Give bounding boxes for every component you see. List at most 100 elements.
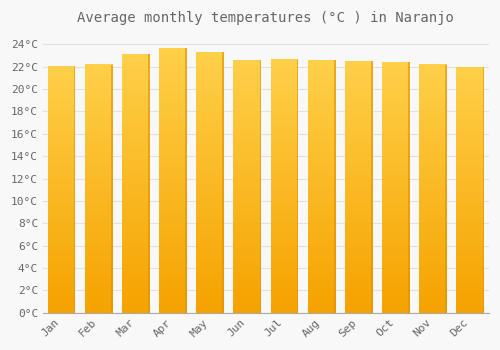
Bar — [196, 271, 224, 274]
Bar — [196, 114, 224, 117]
Bar — [159, 260, 187, 262]
Bar — [419, 310, 447, 313]
Bar — [345, 147, 373, 149]
Bar — [159, 151, 187, 154]
Bar — [419, 121, 447, 124]
Bar — [382, 85, 410, 87]
Bar — [85, 178, 112, 181]
Bar — [345, 255, 373, 257]
Bar — [419, 191, 447, 194]
Bar — [48, 310, 76, 313]
Bar — [122, 248, 150, 251]
Bar — [456, 236, 484, 239]
Bar — [419, 198, 447, 201]
Bar — [85, 67, 112, 70]
Bar — [270, 61, 298, 64]
Bar — [85, 226, 112, 228]
Bar — [196, 224, 224, 227]
Bar — [382, 127, 410, 130]
Bar — [85, 221, 112, 223]
Bar — [419, 275, 447, 278]
Bar — [234, 206, 262, 209]
Bar — [159, 77, 187, 79]
Bar — [196, 164, 224, 167]
Bar — [270, 264, 298, 267]
Bar — [308, 128, 336, 131]
Bar — [48, 189, 76, 191]
Bar — [85, 273, 112, 275]
Bar — [345, 74, 373, 76]
Bar — [48, 83, 76, 85]
Bar — [48, 258, 76, 261]
Bar — [122, 279, 150, 282]
Bar — [345, 227, 373, 230]
Bar — [222, 52, 224, 313]
Bar — [308, 254, 336, 257]
Bar — [159, 48, 187, 50]
Bar — [122, 155, 150, 158]
Bar — [196, 143, 224, 146]
Bar — [419, 233, 447, 236]
Bar — [456, 266, 484, 268]
Bar — [308, 171, 336, 174]
Bar — [122, 173, 150, 176]
Bar — [482, 67, 484, 313]
Bar — [419, 263, 447, 266]
Bar — [48, 275, 76, 278]
Bar — [196, 245, 224, 247]
Bar — [419, 201, 447, 203]
Bar — [122, 232, 150, 235]
Bar — [48, 182, 76, 184]
Bar — [382, 280, 410, 282]
Bar — [270, 214, 298, 216]
Bar — [196, 120, 224, 122]
Bar — [159, 289, 187, 292]
Bar — [270, 115, 298, 117]
Bar — [159, 74, 187, 77]
Bar — [196, 226, 224, 229]
Bar — [419, 169, 447, 171]
Bar — [382, 112, 410, 115]
Bar — [382, 155, 410, 158]
Bar — [196, 302, 224, 305]
Bar — [419, 107, 447, 109]
Bar — [234, 136, 262, 138]
Bar — [270, 206, 298, 209]
Bar — [196, 188, 224, 190]
Bar — [456, 290, 484, 293]
Bar — [85, 77, 112, 79]
Bar — [345, 222, 373, 225]
Bar — [419, 144, 447, 146]
Bar — [308, 204, 336, 206]
Bar — [196, 110, 224, 112]
Bar — [382, 175, 410, 177]
Bar — [456, 248, 484, 251]
Bar — [270, 94, 298, 97]
Bar — [234, 62, 262, 65]
Bar — [234, 282, 262, 285]
Bar — [308, 72, 336, 75]
Bar — [345, 69, 373, 71]
Bar — [122, 264, 150, 266]
Bar — [419, 270, 447, 273]
Bar — [456, 131, 484, 133]
Bar — [122, 93, 150, 96]
Bar — [419, 84, 447, 87]
Bar — [234, 171, 262, 174]
Bar — [122, 251, 150, 253]
Bar — [234, 196, 262, 199]
Bar — [48, 159, 76, 162]
Bar — [308, 181, 336, 184]
Bar — [382, 87, 410, 90]
Bar — [382, 115, 410, 117]
Bar — [456, 256, 484, 259]
Bar — [196, 159, 224, 162]
Bar — [270, 277, 298, 280]
Bar — [456, 219, 484, 222]
Bar — [234, 194, 262, 196]
Bar — [456, 217, 484, 219]
Bar — [122, 202, 150, 204]
Bar — [48, 253, 76, 256]
Bar — [345, 292, 373, 295]
Bar — [48, 226, 76, 229]
